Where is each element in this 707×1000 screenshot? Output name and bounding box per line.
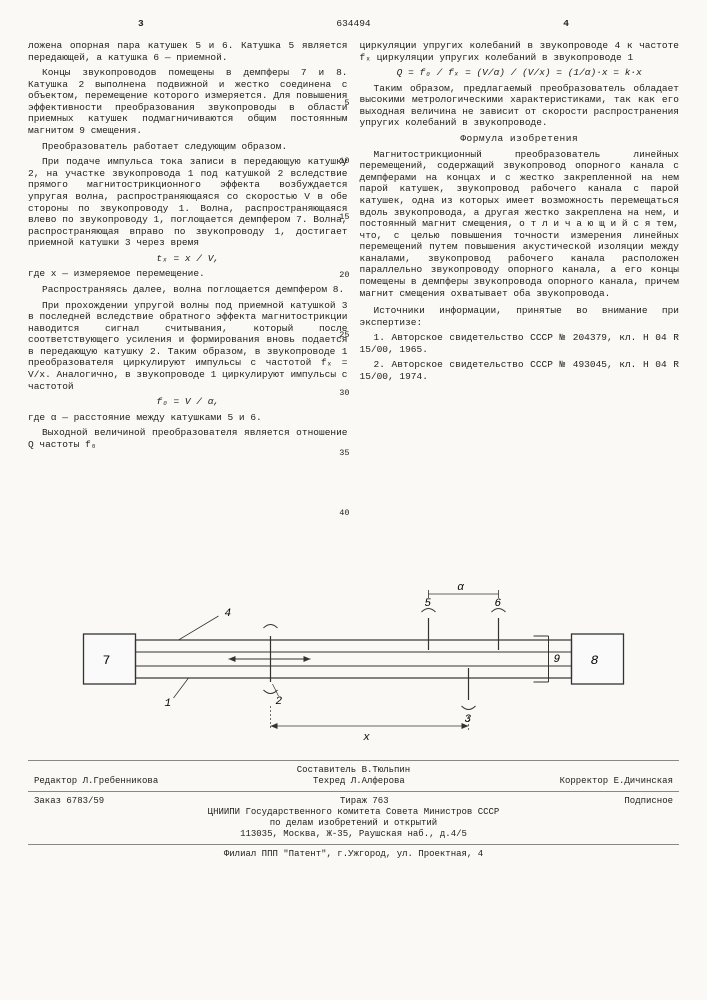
tirazh: Тираж 763	[340, 796, 389, 807]
diagram-label-5: 5	[425, 598, 432, 610]
diagram-label-alpha: α	[457, 582, 464, 594]
technical-diagram: 7 8 4 1 2	[28, 576, 679, 756]
print-row: Заказ 6783/59 Тираж 763 Подписное	[28, 796, 679, 807]
compiler-line: Составитель В.Тюльпин	[28, 765, 679, 776]
techred-credit: Техред Л.Алферова	[313, 776, 405, 787]
para: Таким образом, предлагаемый преобразоват…	[360, 83, 680, 129]
patent-page: 3 634494 4 ложена опорная пара катушек 5…	[0, 0, 707, 1000]
diagram-label-x: x	[362, 732, 370, 744]
org-line-1: ЦНИИПИ Государственного комитета Совета …	[28, 807, 679, 818]
filial-line: Филиал ППП "Патент", г.Ужгород, ул. Прое…	[28, 849, 679, 860]
claim-text: Магнитострикционный преобразователь лине…	[360, 149, 680, 300]
credits-row: Редактор Л.Гребенникова Техред Л.Алферов…	[28, 776, 679, 787]
para: ложена опорная пара катушек 5 и 6. Катуш…	[28, 40, 348, 63]
para: При подаче импульса тока записи в переда…	[28, 156, 348, 249]
org-line-2: по делам изобретений и открытий	[28, 818, 679, 829]
equation-q: Q = f₀ / fₓ = (V/α) / (V/x) = (1/α)·x = …	[360, 67, 680, 79]
document-number: 634494	[336, 18, 370, 30]
para: Концы звукопроводов помещены в демпферы …	[28, 67, 348, 136]
diagram-label-1: 1	[165, 698, 172, 710]
line-num: 40	[339, 508, 349, 518]
line-num: 10	[339, 156, 349, 166]
para: где x — измеряемое перемещение.	[28, 268, 348, 280]
header-row: 3 634494 4	[28, 18, 679, 34]
equation-tx: tₓ = x / V,	[28, 253, 348, 265]
diagram-label-7: 7	[103, 653, 111, 668]
claims-title: Формула изобретения	[360, 133, 680, 145]
corrector-credit: Корректор Е.Дичинская	[560, 776, 673, 787]
sources-title: Источники информации, принятые во вниман…	[360, 305, 680, 328]
para: Распространяясь далее, волна поглощается…	[28, 284, 348, 296]
imprint-footer: Составитель В.Тюльпин Редактор Л.Гребенн…	[28, 760, 679, 860]
editor-credit: Редактор Л.Гребенникова	[34, 776, 158, 787]
diagram-label-3: 3	[465, 714, 472, 726]
order-number: Заказ 6783/59	[34, 796, 104, 807]
para: где α — расстояние между катушками 5 и 6…	[28, 412, 348, 424]
diagram-label-9: 9	[554, 654, 561, 666]
diagram-label-6: 6	[495, 598, 502, 610]
text-columns: ложена опорная пара катушек 5 и 6. Катуш…	[28, 40, 679, 568]
column-left: ложена опорная пара катушек 5 и 6. Катуш…	[28, 40, 348, 568]
source-ref: 1. Авторское свидетельство СССР № 204379…	[360, 332, 680, 355]
subscription: Подписное	[624, 796, 673, 807]
diagram-svg: 7 8 4 1 2	[28, 576, 679, 756]
line-num: 25	[339, 330, 349, 340]
line-num: 35	[339, 448, 349, 458]
source-ref: 2. Авторское свидетельство СССР № 493045…	[360, 359, 680, 382]
line-num: 15	[339, 212, 349, 222]
line-num: 5	[344, 98, 349, 108]
page-num-left: 3	[138, 18, 144, 30]
diagram-label-4: 4	[225, 608, 232, 620]
para: При прохождении упругой волны под приемн…	[28, 300, 348, 393]
page-num-right: 4	[563, 18, 569, 30]
para: Преобразователь работает следующим образ…	[28, 141, 348, 153]
line-num: 20	[339, 270, 349, 280]
address-line: 113035, Москва, Ж-35, Раушская наб., д.4…	[28, 829, 679, 840]
column-right: циркуляции упругих колебаний в звукопров…	[360, 40, 680, 568]
diagram-label-8: 8	[591, 653, 599, 668]
para: Выходной величиной преобразователя являе…	[28, 427, 348, 450]
diagram-label-2: 2	[276, 696, 283, 708]
para: циркуляции упругих колебаний в звукопров…	[360, 40, 680, 63]
line-num: 30	[339, 388, 349, 398]
equation-f0: f₀ = V / α,	[28, 396, 348, 408]
